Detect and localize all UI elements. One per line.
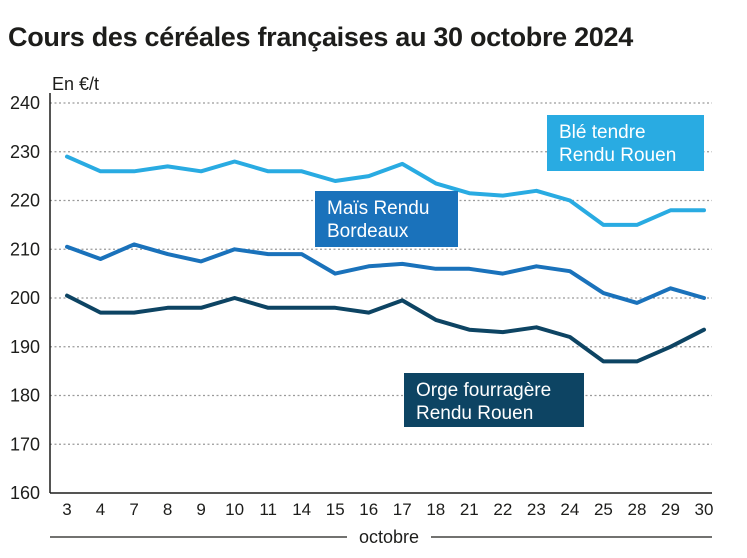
x-tick-label: 14 (292, 500, 311, 519)
series-line-2 (65, 242, 706, 305)
x-tick-label: 25 (594, 500, 613, 519)
y-tick-label: 210 (10, 239, 40, 259)
y-tick-label: 170 (10, 434, 40, 454)
series-label-text: Maïs Rendu (327, 198, 429, 219)
series-label-text: Blé tendre (559, 122, 646, 143)
x-tick-label: 16 (359, 500, 378, 519)
x-tick-label: 7 (129, 500, 138, 519)
x-tick-label: 10 (225, 500, 244, 519)
y-tick-label: 220 (10, 191, 40, 211)
x-tick-label: 17 (393, 500, 412, 519)
month-label-background (347, 525, 431, 549)
x-tick-label: 3 (62, 500, 71, 519)
x-tick-label: 11 (259, 500, 277, 519)
y-tick-label: 190 (10, 337, 40, 357)
x-tick-label: 15 (326, 500, 345, 519)
y-tick-label: 200 (10, 288, 40, 308)
x-tick-label: 28 (627, 500, 646, 519)
series-label-box (404, 373, 584, 427)
series-label-text: Orge fourragère (416, 380, 551, 401)
y-axis-unit-label: En €/t (52, 74, 99, 94)
x-tick-label: 24 (560, 500, 579, 519)
x-tick-label: 9 (196, 500, 205, 519)
series-label-box (315, 191, 458, 247)
x-tick-label: 18 (426, 500, 445, 519)
series-line-1 (65, 154, 706, 227)
x-tick-label: 21 (460, 500, 479, 519)
x-tick-label: 22 (493, 500, 512, 519)
x-tick-label: 30 (695, 500, 714, 519)
x-tick-label: 4 (96, 500, 105, 519)
x-tick-label: 23 (527, 500, 546, 519)
x-tick-label: 29 (661, 500, 680, 519)
series-label-text: Rendu Rouen (559, 145, 676, 166)
series-label-box (547, 115, 704, 171)
series-line-3 (65, 293, 706, 364)
x-axis-month-label: octobre (359, 527, 419, 547)
y-tick-label: 240 (10, 93, 40, 113)
series-label-text: Bordeaux (327, 221, 409, 242)
chart-title: Cours des céréales françaises au 30 octo… (8, 22, 633, 52)
y-tick-label: 160 (10, 483, 40, 503)
y-tick-label: 180 (10, 386, 40, 406)
x-tick-label: 8 (163, 500, 172, 519)
series-label-text: Rendu Rouen (416, 403, 533, 424)
y-tick-label: 230 (10, 142, 40, 162)
